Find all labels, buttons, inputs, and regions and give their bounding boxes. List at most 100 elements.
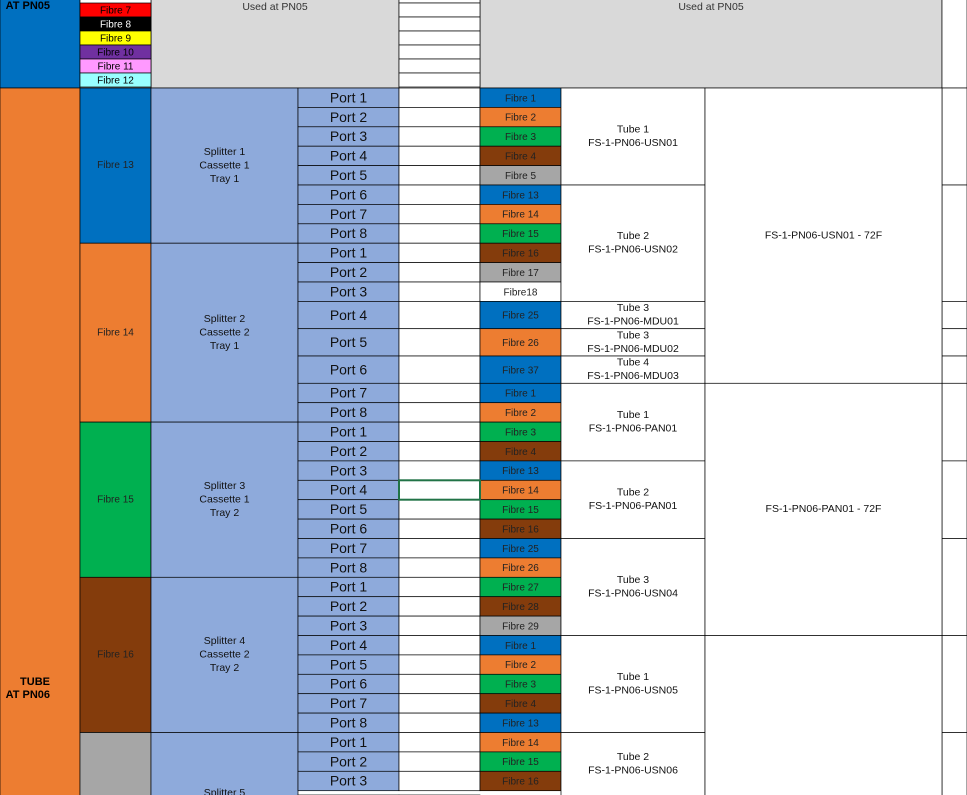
blank-cell xyxy=(398,184,481,205)
port-label: Port 6 xyxy=(330,361,368,377)
tube-label: Tube 2 xyxy=(617,230,649,242)
port-cell xyxy=(297,328,400,357)
splitter-label: Tray 1 xyxy=(210,340,240,352)
tube-label: Tube 4 xyxy=(617,357,649,369)
splitter-label: Tray 1 xyxy=(210,173,240,185)
extra-cell xyxy=(941,635,967,733)
header-cell xyxy=(398,30,481,46)
fibre-label: Fibre 11 xyxy=(98,62,134,73)
fibre-label: Fibre 14 xyxy=(502,738,539,749)
fibre-label: Fibre 12 xyxy=(97,76,134,87)
splitter-label: Cassette 1 xyxy=(199,159,249,171)
side-label: AT PN06 xyxy=(6,689,50,701)
port-label: Port 6 xyxy=(330,186,368,202)
tube-label: FS-1-PN06-USN02 xyxy=(588,244,678,256)
header-left xyxy=(0,0,81,89)
blank-cell xyxy=(398,499,481,520)
fibre-label: Fibre 13 xyxy=(502,718,539,729)
fibre-label: Fibre 15 xyxy=(502,229,539,240)
blank-cell xyxy=(398,635,481,656)
port-label: Port 6 xyxy=(330,521,368,537)
header-cell xyxy=(398,16,481,32)
fibre-label: Fibre 29 xyxy=(502,621,539,632)
splitter-label: Cassette 1 xyxy=(199,493,249,505)
extra-cell xyxy=(941,184,967,302)
header-left-label: AT PN05 xyxy=(6,0,50,12)
port-label: Port 4 xyxy=(330,637,368,653)
blank-cell xyxy=(398,576,481,598)
blank-cell xyxy=(398,242,481,263)
fibre-label: Fibre 10 xyxy=(97,48,134,59)
port-label: Port 3 xyxy=(330,618,368,634)
port-label: Port 5 xyxy=(330,656,368,672)
tube-label: Tube 1 xyxy=(617,671,649,683)
port-label: Port 2 xyxy=(330,598,368,614)
tube-cell xyxy=(560,635,706,733)
fibre-label: Fibre 25 xyxy=(502,311,539,322)
blank-cell xyxy=(398,223,481,244)
header-cell xyxy=(398,72,481,88)
blank-cell xyxy=(398,538,481,559)
splitter-label: Splitter 3 xyxy=(204,480,246,492)
port-label: Port 8 xyxy=(330,559,368,575)
port-label: Port 5 xyxy=(330,501,368,517)
blank-cell xyxy=(398,732,481,753)
port-label: Port 6 xyxy=(330,676,368,692)
cable-cell xyxy=(704,635,943,795)
extra-cell xyxy=(941,732,967,795)
splitter-cell xyxy=(150,421,299,578)
port-label: Port 7 xyxy=(330,695,368,711)
header-grey xyxy=(479,0,943,89)
blank-cell xyxy=(398,402,481,423)
fibre-label: Fibre 7 xyxy=(100,6,132,17)
extra-cell xyxy=(941,382,967,462)
tube-label: FS-1-PN06-PAN01 xyxy=(589,423,678,435)
tube-cell xyxy=(560,355,706,384)
port-label: Port 3 xyxy=(330,773,368,789)
tube-label: FS-1-PN06-MDU02 xyxy=(587,343,679,355)
fibre-label: Fibre 1 xyxy=(505,641,537,652)
port-cell xyxy=(297,355,400,384)
header-used: Used at PN05 xyxy=(242,1,308,13)
tube-label: Tube 1 xyxy=(617,124,649,136)
splitter-cell xyxy=(150,242,299,423)
tube-cell xyxy=(560,538,706,636)
fibre-label: Fibre 4 xyxy=(505,447,537,458)
port-cell xyxy=(297,301,400,330)
splitter-cell xyxy=(150,732,299,795)
splitter-fibre-label: Fibre 15 xyxy=(97,494,134,505)
blank-cell xyxy=(398,479,481,501)
fibre-cell xyxy=(479,301,562,330)
tube-cell xyxy=(560,184,706,302)
fibre-label: Fibre 2 xyxy=(505,660,537,671)
port-label: Port 1 xyxy=(330,734,368,750)
fibre-label: Fibre 2 xyxy=(505,408,537,419)
header-cell xyxy=(398,44,481,60)
blank-cell xyxy=(398,770,481,792)
splitter-label: Tray 2 xyxy=(210,662,240,674)
fibre-label: Fibre 13 xyxy=(502,190,539,201)
blank-cell xyxy=(398,441,481,462)
blank-cell xyxy=(398,654,481,675)
fibre-label: Fibre 26 xyxy=(502,338,539,349)
tube-label: FS-1-PN06-MDU03 xyxy=(587,370,679,382)
fibre-label: Fibre 27 xyxy=(502,583,539,594)
port-label: Port 5 xyxy=(330,334,368,350)
splitter-label: Splitter 1 xyxy=(204,146,246,158)
splitter-cell xyxy=(150,576,299,733)
splitter-label: Cassette 2 xyxy=(199,649,249,661)
fibre-label: Fibre 17 xyxy=(502,268,539,279)
port-label: Port 1 xyxy=(330,424,368,440)
port-label: Port 1 xyxy=(330,579,368,595)
tube-cell xyxy=(560,732,706,795)
splitter-label: Splitter 2 xyxy=(204,313,246,325)
tube-cell xyxy=(560,87,706,186)
blank-cell xyxy=(398,165,481,186)
fibre-label: Fibre 15 xyxy=(502,757,539,768)
port-label: Port 1 xyxy=(330,89,368,105)
header-cell xyxy=(398,58,481,74)
tube-cell xyxy=(560,382,706,462)
tube-label: Tube 3 xyxy=(617,329,649,341)
tube-cell xyxy=(560,301,706,330)
